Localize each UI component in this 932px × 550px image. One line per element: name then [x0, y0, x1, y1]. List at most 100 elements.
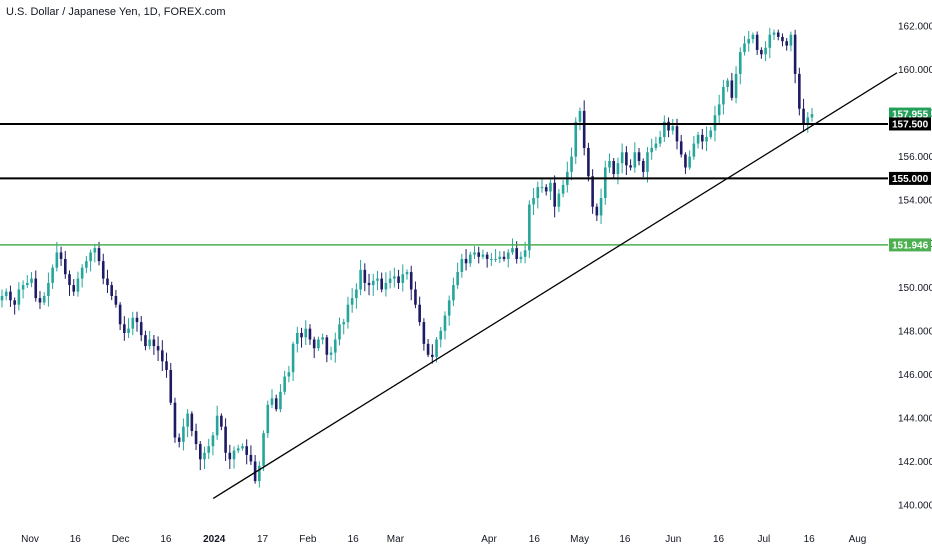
candle-body [806, 117, 810, 124]
candle-body [599, 198, 603, 216]
candle-body [228, 452, 232, 460]
candle-body [781, 36, 784, 42]
candle [409, 265, 413, 301]
candle-body [110, 285, 113, 296]
candle [789, 31, 793, 52]
candle-body [540, 187, 544, 189]
candle-body [135, 317, 139, 323]
candle-body [641, 160, 645, 172]
candle-body [743, 43, 746, 53]
candle-body [722, 86, 725, 105]
candle [249, 445, 253, 465]
candle-body [587, 147, 590, 177]
candle [519, 251, 523, 264]
candle [591, 169, 594, 214]
candle [139, 316, 143, 342]
candle [663, 115, 666, 142]
candle [561, 179, 565, 198]
horizontal-levels [0, 122, 888, 246]
candle [738, 47, 742, 85]
candle-body [747, 39, 751, 44]
candle [473, 246, 476, 259]
candle-body [211, 435, 215, 447]
candle-body [532, 198, 535, 205]
candle-body [595, 206, 599, 216]
candle-body [789, 34, 793, 46]
candle [283, 370, 286, 395]
x-tick-label: Dec [112, 534, 130, 545]
candle [612, 158, 616, 178]
candle-body [30, 278, 33, 283]
candle-body [207, 446, 211, 453]
candle-body [4, 291, 8, 296]
candle [431, 344, 434, 364]
y-tick-label: 154.000 [898, 196, 932, 207]
candle-body [637, 152, 641, 161]
candle [768, 27, 772, 59]
candle-body [629, 165, 632, 168]
candle-body [414, 289, 417, 305]
y-tick-label: 148.000 [898, 326, 932, 337]
candle-body [127, 328, 130, 333]
candle [806, 112, 810, 133]
candle-body [612, 160, 616, 175]
candle [135, 311, 139, 332]
candle [494, 248, 497, 263]
candle-body [456, 272, 459, 286]
candle-body [468, 254, 472, 264]
candle-body [523, 250, 527, 257]
candle [532, 188, 535, 215]
candle-body [511, 248, 514, 253]
candle [443, 311, 447, 340]
candle [414, 281, 417, 309]
candle [637, 147, 641, 166]
candle [603, 160, 607, 205]
candle [101, 253, 105, 285]
candle-body [515, 248, 518, 259]
candle [692, 135, 696, 160]
candle [717, 94, 721, 124]
candle-body [139, 322, 143, 336]
candle [751, 32, 755, 44]
y-tick-label: 142.000 [898, 457, 932, 468]
candle-body [85, 261, 88, 268]
candle [59, 246, 63, 266]
candle [177, 433, 181, 448]
candle-body [447, 300, 451, 316]
candle [308, 324, 312, 345]
candle [456, 262, 459, 289]
y-axis: 140.000 142.000 144.000 146.000 148.000 150.0… [898, 22, 932, 512]
candle [776, 29, 780, 41]
candle [810, 107, 814, 122]
candle [190, 411, 194, 437]
candle-body [620, 152, 624, 164]
candle-body [519, 256, 523, 259]
candle [224, 418, 227, 461]
candle [279, 384, 282, 413]
candle [435, 337, 438, 363]
candle [300, 327, 303, 348]
candle-body [363, 269, 367, 283]
candle-body [768, 34, 772, 48]
level-tag-bg [889, 117, 931, 131]
candle-body [578, 110, 582, 122]
candle [118, 302, 122, 331]
candle [388, 270, 392, 289]
candle-body [401, 274, 405, 283]
candle-body [738, 52, 742, 74]
candle-body [308, 328, 312, 340]
candle [625, 146, 628, 176]
candle [481, 249, 485, 260]
candle-body [730, 80, 734, 98]
candle [173, 397, 177, 443]
candle [439, 327, 443, 348]
candle [342, 318, 346, 335]
candle-body [329, 352, 333, 355]
candle-body [317, 339, 320, 349]
chart-title: U.S. Dollar / Japanese Yen, 1D, FOREX.co… [6, 6, 226, 18]
candle-body [544, 187, 548, 192]
candle-body [325, 337, 329, 355]
candle [161, 340, 164, 371]
candle-body [502, 256, 506, 259]
